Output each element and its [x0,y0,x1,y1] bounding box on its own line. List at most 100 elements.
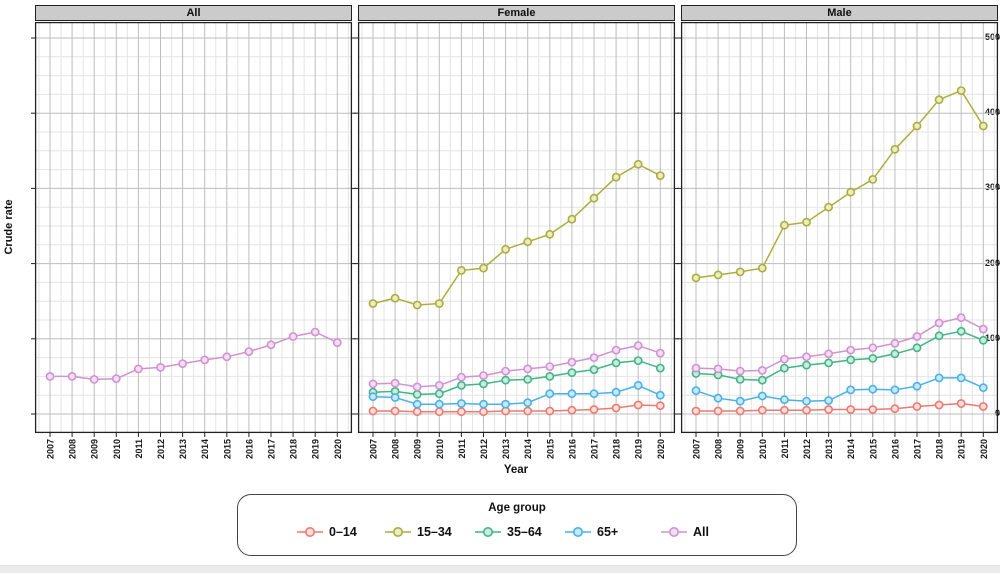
data-point [567,214,577,224]
y-tick-label: 100 [984,332,1000,343]
x-tick-label: 2010 [758,439,768,459]
x-tick-label: 2012 [802,439,812,459]
x-tick-label: 2017 [913,439,923,459]
data-point [589,193,599,203]
data-point [934,373,944,383]
data-point [846,187,856,197]
data-point [633,356,643,365]
data-point [846,405,856,414]
series-line [368,356,665,399]
line-marker-icon [297,527,323,537]
data-point [890,404,900,414]
data-point [780,354,789,364]
x-tick-label: 2012 [479,439,489,459]
data-point [802,352,811,362]
data-point [434,407,444,417]
data-point [523,374,533,384]
panel-border [680,21,999,434]
x-tick-label: 2018 [935,439,945,459]
data-point [611,345,621,355]
data-point [288,332,298,341]
data-point [912,343,922,353]
data-point [368,406,378,416]
data-point [434,389,444,399]
data-point [200,355,210,365]
legend-item-label: 35–64 [507,525,542,539]
data-point [332,338,342,347]
data-point [735,366,745,376]
series-line [691,313,988,376]
x-tick-label: 2015 [868,439,878,459]
data-point [589,365,599,374]
data-point [691,273,701,283]
series-line [368,380,665,409]
data-point [912,121,922,131]
data-point [523,364,533,374]
x-tick-label: 2016 [567,439,577,459]
data-point [501,244,510,254]
legend-item-35-64: 35–64 [475,523,542,541]
data-point [589,353,599,362]
data-point [735,396,745,406]
line-marker-icon [565,527,591,537]
data-point [757,263,767,273]
x-tick-label: 2014 [846,439,856,459]
data-point [589,405,599,414]
x-tick-label: 2016 [244,439,254,459]
data-point [912,332,922,341]
data-point [956,326,966,336]
x-tick-label: 2020 [979,439,989,459]
data-point [633,380,643,390]
data-point [824,405,833,414]
data-point [868,174,878,184]
data-point [89,374,99,384]
data-point [412,399,422,409]
x-tick-label: 2010 [112,439,122,459]
x-tick-label: 2019 [311,439,321,459]
x-tick-label: 2007 [369,439,379,459]
data-point [67,371,77,381]
x-tick-label: 2009 [90,439,100,459]
data-point [633,400,643,410]
series-line [691,399,988,416]
data-point [978,402,988,411]
facet-strip-female: Female [358,5,675,21]
data-point [633,341,643,350]
data-point [956,313,966,323]
series-line [368,159,665,310]
facet-plot-male: 2007 2008 2009 2010 2011 2012 2013 2014 2015 2016… [677,21,1000,459]
data-point [412,382,422,392]
data-point [956,399,966,408]
data-point [780,220,789,230]
data-point [890,385,900,395]
panel-border [357,21,676,434]
y-axis-title: Crude rate [3,199,15,255]
data-point [780,395,789,405]
data-point [412,389,422,399]
x-tick-label: 2015 [545,439,555,459]
data-point [479,371,488,380]
series-line [691,86,988,283]
window-bottom-bar [0,565,1000,573]
data-point [846,355,856,365]
line-marker-icon [475,527,501,537]
data-point [824,202,833,212]
legend-item-label: 0–14 [329,525,357,539]
data-point [757,391,767,401]
series-line [368,341,665,392]
x-tick-label: 2007 [692,439,702,459]
data-point [691,406,701,416]
data-point [868,405,878,414]
data-point [978,383,988,393]
data-point [611,358,621,368]
data-point [912,402,922,411]
data-point [824,358,833,368]
legend-item-65plus: 65+ [565,523,618,541]
data-point [890,338,900,348]
data-point [244,347,254,356]
data-point [691,363,701,373]
x-tick-label: 2013 [824,439,834,459]
x-tick-label: 2016 [890,439,900,459]
facet-strip-label: Female [497,7,536,19]
